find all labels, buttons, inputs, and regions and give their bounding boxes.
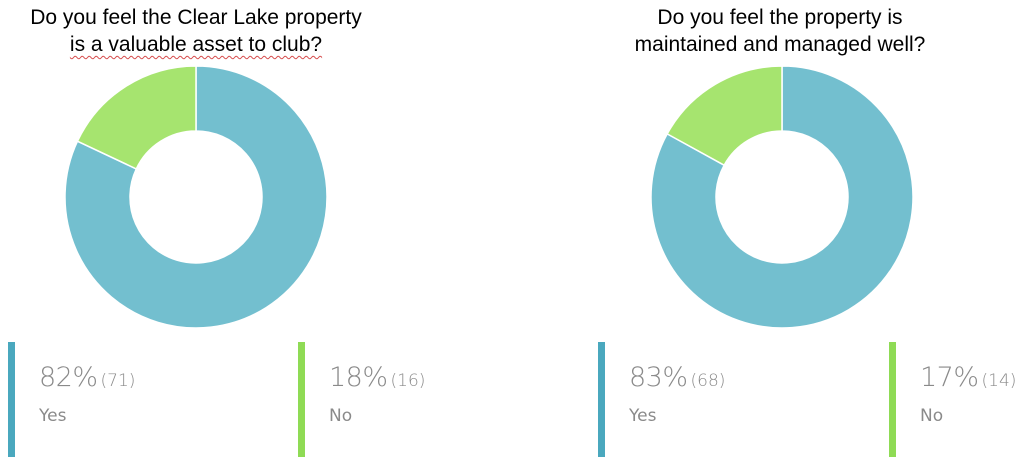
legend-percent-value: 83%: [629, 362, 688, 393]
donut-chart: [64, 65, 328, 329]
legend-percent-value: 17%: [920, 362, 979, 393]
legend-percent-no: 18% (16): [329, 362, 425, 393]
donut-slice-yes: [650, 65, 914, 329]
legend-percent-value: 82%: [39, 362, 98, 393]
legend-count-yes: (71): [100, 371, 136, 391]
donut-slice-yes: [64, 65, 328, 329]
chart-title-line-1: Do you feel the Clear Lake property: [30, 6, 362, 29]
legend-percent-yes: 82% (71): [39, 362, 135, 393]
legend-count-yes: (68): [690, 371, 726, 391]
legend-label-no: No: [329, 406, 353, 426]
chart-panel-maintained-managed: Do you feel the property is maintained a…: [512, 0, 1024, 465]
chart-title: Do you feel the Clear Lake property is a…: [0, 4, 392, 58]
legend-count-no: (14): [981, 371, 1017, 391]
chart-title-line-2: maintained and managed well?: [634, 33, 926, 56]
chart-panel-clear-lake-asset: Do you feel the Clear Lake property is a…: [0, 4, 425, 457]
legend-percent-value: 18%: [329, 362, 388, 393]
legend-bar-yes: [8, 342, 15, 457]
legend-count-no: (16): [390, 371, 426, 391]
legend-label-no: No: [920, 406, 944, 426]
legend-percent-no: 17% (14): [920, 362, 1016, 393]
legend-percent-yes: 83% (68): [629, 362, 725, 393]
chart-title-line-2: is a valuable asset to club?: [69, 33, 323, 56]
legend-bar-no: [889, 342, 896, 457]
legend-bar-no: [298, 342, 305, 457]
legend-label-yes: Yes: [39, 406, 67, 426]
legend-bar-yes: [598, 342, 605, 457]
donut-chart: [650, 65, 914, 329]
donut-slice-no: [666, 65, 783, 167]
chart-title: Do you feel the property is maintained a…: [512, 4, 1024, 58]
donut-slice-no: [76, 65, 197, 170]
legend-label-yes: Yes: [629, 406, 657, 426]
chart-title-line-1: Do you feel the property is: [657, 6, 903, 29]
